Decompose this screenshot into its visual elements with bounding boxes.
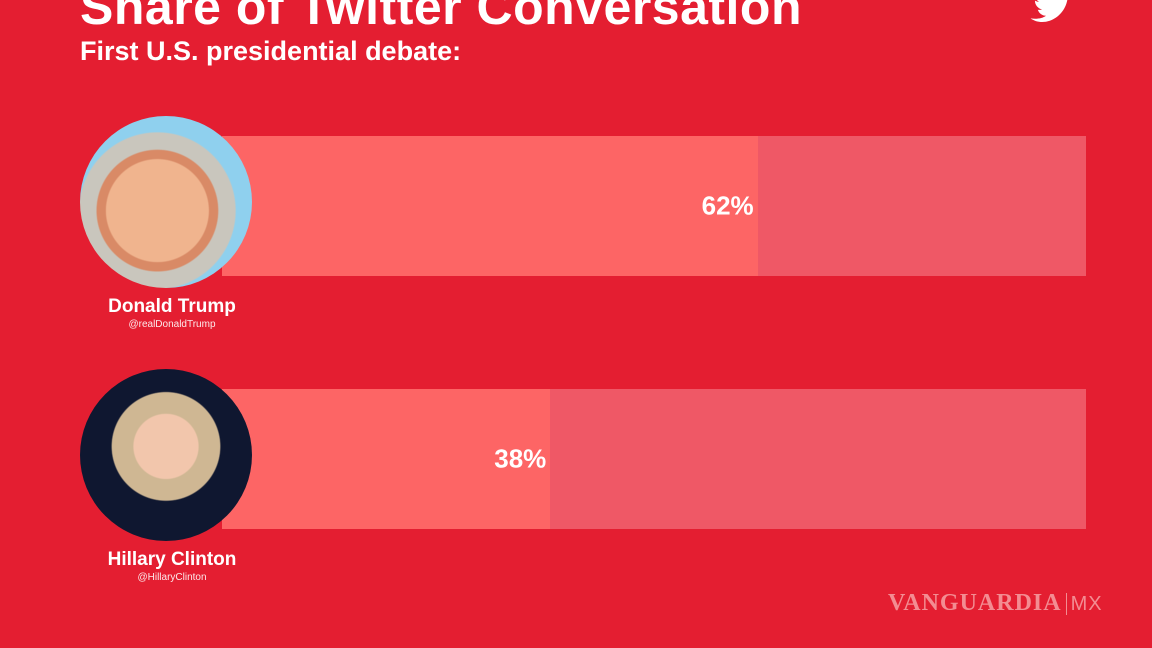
vanguardia-watermark: VANGUARDIA MX <box>888 590 1103 616</box>
category-label: Hillary Clinton <box>107 549 237 570</box>
data-label: 62% <box>701 190 754 221</box>
bar-hillary-clinton <box>222 389 551 529</box>
category-label: Donald Trump <box>108 296 236 317</box>
avatar <box>80 369 252 541</box>
twitter-handle: @realDonaldTrump <box>128 319 216 330</box>
chart-subtitle: First U.S. presidential debate: <box>80 36 462 66</box>
chart-title: Share of Twitter Conversation <box>80 0 803 35</box>
data-label: 38% <box>494 443 547 474</box>
twitter-bird-icon <box>1030 0 1068 23</box>
bar-track: 38% <box>222 389 1086 529</box>
bar-track: 62% <box>222 136 1086 276</box>
avatar <box>80 116 252 288</box>
bar-donald-trump <box>222 136 758 276</box>
twitter-handle: @HillaryClinton <box>137 572 207 583</box>
